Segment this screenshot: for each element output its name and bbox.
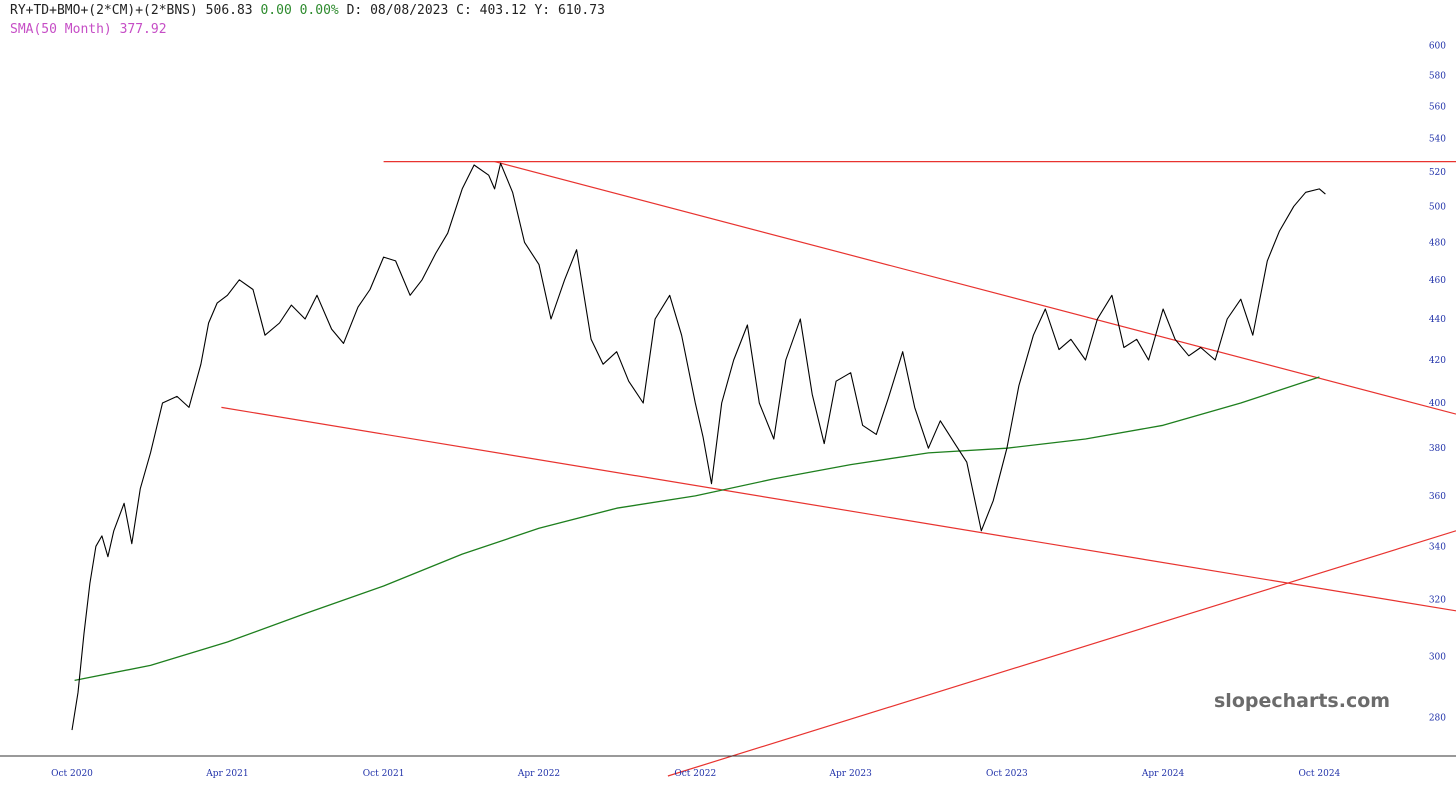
trendline-2[interactable]: [494, 161, 1456, 415]
sma-layer: [74, 376, 1320, 682]
legend-date: 08/08/2023: [370, 3, 449, 18]
x-axis: Oct 2020 Apr 2021 Oct 2021 Apr 2022 Oct 2022…: [51, 769, 1340, 779]
x-tick-label: Oct 2022: [674, 769, 716, 779]
price-layer: [71, 162, 1326, 731]
legend-c-label: C:: [456, 3, 472, 18]
y-tick-label: 600: [1429, 42, 1446, 52]
y-tick-label: 560: [1429, 102, 1446, 112]
trendline-3[interactable]: [221, 406, 1456, 612]
y-tick-label: 420: [1429, 356, 1446, 366]
y-tick-label: 320: [1429, 596, 1446, 606]
y-tick-label: 480: [1429, 238, 1446, 248]
price-line: [71, 162, 1326, 731]
x-tick-label: Oct 2020: [51, 769, 93, 779]
legend-change-pct: 0.00%: [299, 3, 339, 18]
y-tick-label: 380: [1429, 444, 1446, 454]
y-tick-label: 460: [1429, 276, 1446, 286]
legend-symbol: RY+TD+BMO+(2*CM)+(2*BNS): [10, 3, 198, 18]
x-tick-label: Oct 2021: [363, 769, 405, 779]
x-tick-label: Apr 2024: [1141, 769, 1185, 779]
y-tick-label: 440: [1429, 315, 1446, 325]
legend-sma-label: SMA(50 Month): [10, 22, 112, 37]
y-tick-label: 540: [1429, 135, 1446, 145]
x-tick-label: Apr 2022: [517, 769, 560, 779]
y-tick-label: 520: [1429, 168, 1446, 178]
sma-line: [74, 376, 1320, 682]
watermark: slopecharts.com: [1214, 690, 1391, 712]
legend-y-label: Y:: [534, 3, 551, 18]
y-tick-label: 500: [1429, 202, 1446, 212]
y-tick-label: 400: [1429, 399, 1446, 409]
legend-y-value: 610.73: [557, 3, 605, 18]
legend-sma: SMA(50 Month) 377.92: [10, 22, 167, 37]
y-axis: 280 300 320 340 360 380 400 420 440 460 480 500 520 5…: [1429, 42, 1446, 724]
trendline-4[interactable]: [667, 530, 1456, 777]
x-tick-label: Apr 2021: [205, 769, 248, 779]
legend-change: 0.00: [260, 3, 292, 18]
trendlines-layer: [221, 161, 1456, 777]
x-tick-label: Apr 2023: [829, 769, 873, 779]
y-tick-label: 360: [1429, 492, 1446, 502]
x-tick-label: Oct 2024: [1298, 769, 1340, 779]
y-tick-label: 280: [1429, 713, 1446, 723]
legend-last-price: 506.83: [205, 3, 253, 18]
y-tick-label: 580: [1429, 72, 1446, 82]
y-tick-label: 300: [1429, 653, 1446, 663]
x-tick-label: Oct 2023: [986, 769, 1028, 779]
y-tick-label: 340: [1429, 542, 1446, 552]
legend-c-value: 403.12: [479, 3, 527, 18]
legend-sma-value: 377.92: [119, 22, 167, 37]
legend-d-label: D:: [346, 3, 363, 18]
legend-summary: RY+TD+BMO+(2*CM)+(2*BNS) 506.83 0.00 0.0…: [10, 3, 605, 18]
